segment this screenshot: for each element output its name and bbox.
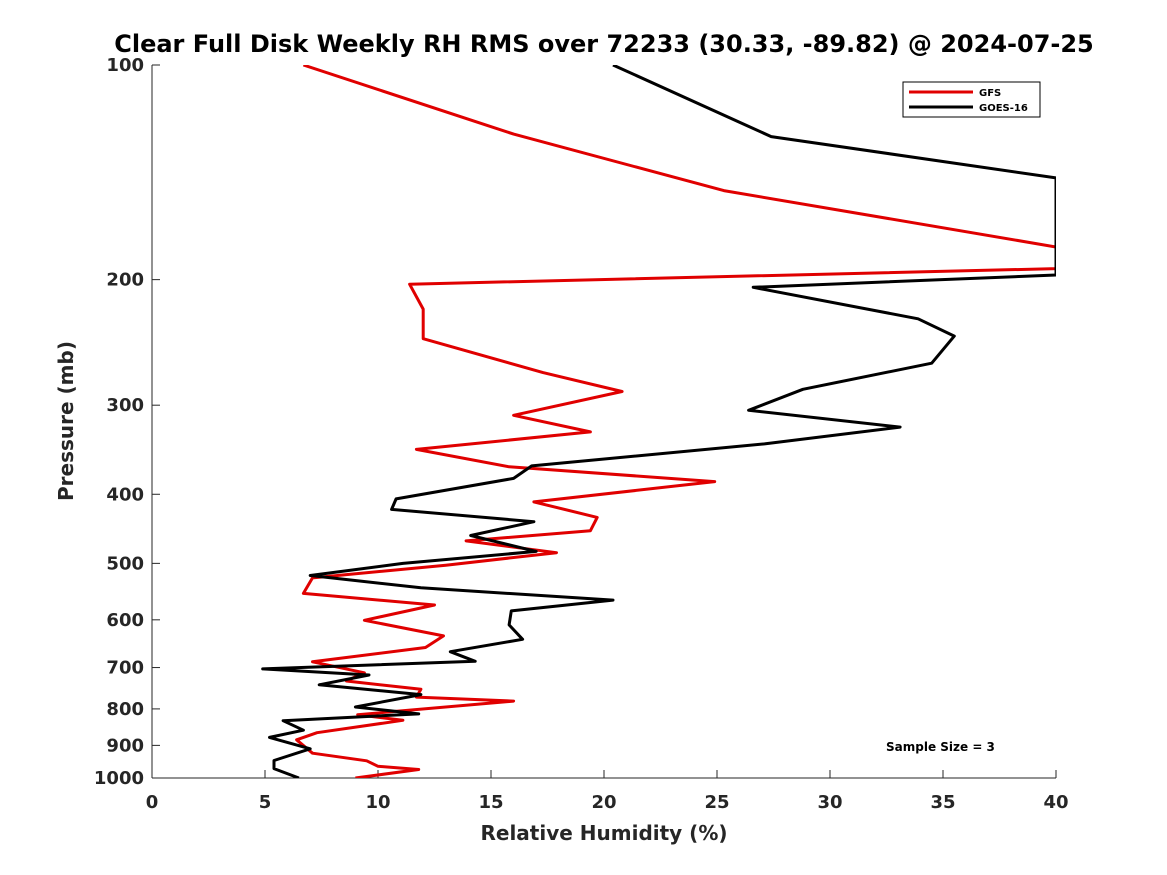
y-tick-label: 1000 <box>94 768 144 789</box>
x-tick-label: 25 <box>704 792 729 813</box>
x-axis-label: Relative Humidity (%) <box>480 821 727 845</box>
x-tick-label: 20 <box>591 792 616 813</box>
y-tick-label: 700 <box>106 658 144 679</box>
y-tick-label: 500 <box>106 553 144 574</box>
x-tick-label: 35 <box>930 792 955 813</box>
x-tick-label: 5 <box>259 792 272 813</box>
sample-size-annotation: Sample Size = 3 <box>886 740 995 754</box>
y-axis-ticks: 100 200 300 400 500 600 700 800 900 1000 <box>94 55 160 789</box>
series-layer <box>261 65 1056 778</box>
x-tick-label: 40 <box>1043 792 1068 813</box>
y-tick-label: 400 <box>106 484 144 505</box>
x-tick-label: 30 <box>817 792 842 813</box>
y-tick-label: 200 <box>106 270 144 291</box>
x-tick-label: 10 <box>365 792 390 813</box>
x-tick-label: 15 <box>478 792 503 813</box>
y-tick-label: 600 <box>106 610 144 631</box>
y-tick-label: 100 <box>106 55 144 76</box>
chart-title: Clear Full Disk Weekly RH RMS over 72233… <box>114 30 1094 58</box>
y-tick-label: 800 <box>106 699 144 720</box>
series-line-goes16 <box>261 65 1056 778</box>
y-tick-label: 900 <box>106 735 144 756</box>
legend-box <box>902 81 1041 118</box>
legend: GFS GOES-16 <box>902 81 1041 118</box>
series-line-gfs <box>295 65 1056 778</box>
x-axis-ticks: 0 5 10 15 20 25 30 35 40 <box>146 770 1069 813</box>
y-tick-label: 300 <box>106 395 144 416</box>
legend-label-goes16: GOES-16 <box>979 103 1028 114</box>
x-tick-label: 0 <box>146 792 159 813</box>
y-axis-label: Pressure (mb) <box>54 341 78 501</box>
legend-label-gfs: GFS <box>979 88 1001 99</box>
